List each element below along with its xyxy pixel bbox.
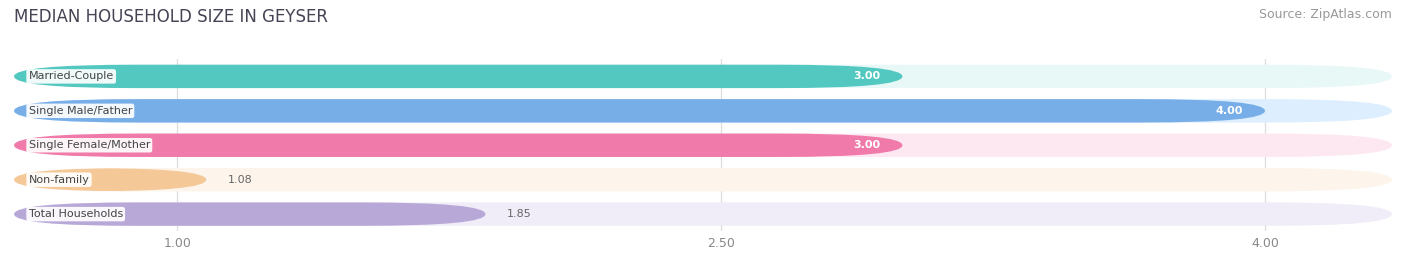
Text: 3.00: 3.00 (853, 140, 880, 150)
FancyBboxPatch shape (14, 202, 1392, 226)
FancyBboxPatch shape (14, 168, 1392, 192)
FancyBboxPatch shape (14, 65, 903, 88)
FancyBboxPatch shape (14, 65, 1392, 88)
Text: Single Male/Father: Single Male/Father (28, 106, 132, 116)
Text: MEDIAN HOUSEHOLD SIZE IN GEYSER: MEDIAN HOUSEHOLD SIZE IN GEYSER (14, 8, 328, 26)
Text: 1.08: 1.08 (228, 175, 253, 185)
FancyBboxPatch shape (14, 202, 485, 226)
FancyBboxPatch shape (14, 99, 1265, 123)
Text: 3.00: 3.00 (853, 71, 880, 82)
FancyBboxPatch shape (14, 133, 1392, 157)
Text: Source: ZipAtlas.com: Source: ZipAtlas.com (1258, 8, 1392, 21)
Text: Non-family: Non-family (28, 175, 90, 185)
Text: 4.00: 4.00 (1216, 106, 1243, 116)
FancyBboxPatch shape (14, 99, 1392, 123)
Text: Single Female/Mother: Single Female/Mother (28, 140, 150, 150)
Text: 1.85: 1.85 (508, 209, 531, 219)
FancyBboxPatch shape (14, 168, 207, 192)
Text: Total Households: Total Households (28, 209, 122, 219)
FancyBboxPatch shape (14, 133, 903, 157)
Text: Married-Couple: Married-Couple (28, 71, 114, 82)
